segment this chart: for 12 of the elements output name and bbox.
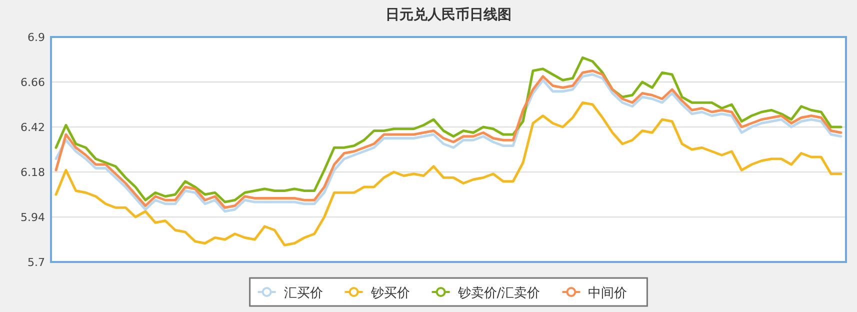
legend-label: 中间价 bbox=[588, 286, 628, 301]
legend-label: 钞卖价/汇卖价 bbox=[456, 286, 540, 301]
y-tick-label: 5.94 bbox=[20, 211, 45, 224]
y-tick-label: 6.9 bbox=[28, 31, 45, 44]
legend-label: 汇买价 bbox=[284, 286, 323, 301]
y-tick-label: 6.18 bbox=[20, 166, 45, 179]
y-tick-label: 6.66 bbox=[20, 76, 45, 89]
y-tick-label: 5.7 bbox=[28, 256, 45, 269]
chart-title: 日元兑人民币日线图 bbox=[386, 6, 512, 23]
legend-label: 钞买价 bbox=[370, 286, 410, 301]
y-tick-label: 6.42 bbox=[20, 121, 45, 134]
line-series bbox=[54, 101, 842, 246]
